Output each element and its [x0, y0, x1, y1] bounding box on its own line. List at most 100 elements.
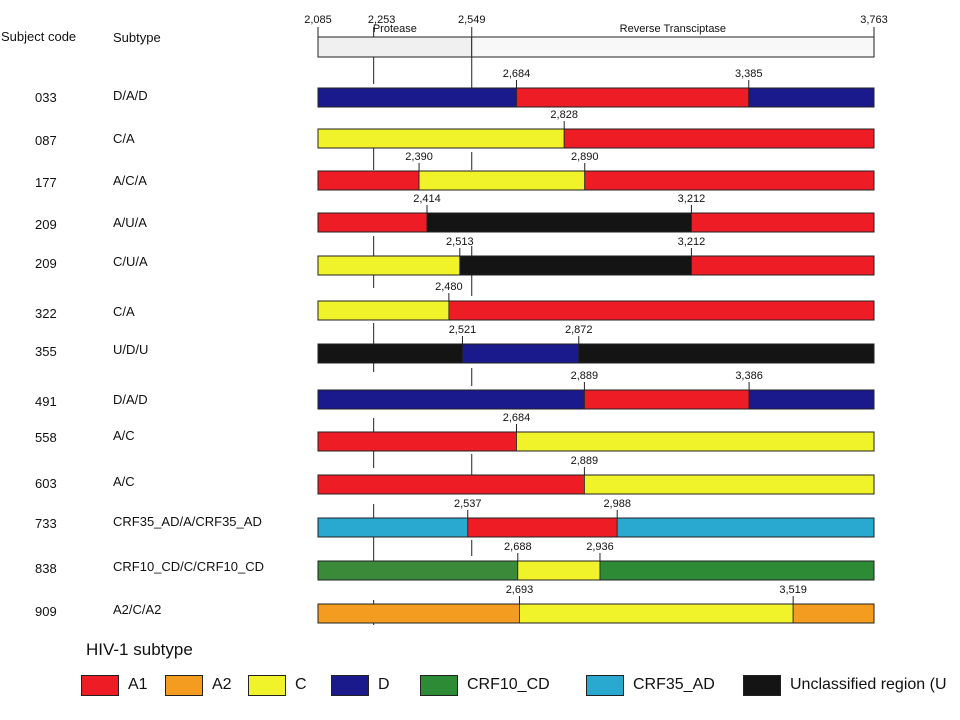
subject-bar-outline	[317, 517, 875, 538]
breakpoint-label: 2,889	[571, 370, 599, 382]
subtype-label: D/A/D	[113, 88, 148, 103]
subject-code: 033	[35, 90, 57, 105]
segment-a2	[792, 603, 875, 624]
legend-item-crf35_ad: CRF35_AD	[586, 674, 715, 696]
subject-bar-outline	[317, 603, 875, 624]
subject-code: 209	[35, 217, 57, 232]
subtype-label: A/U/A	[113, 215, 147, 230]
legend-title: HIV-1 subtype	[86, 640, 193, 659]
genome-tick-label: 2,085	[304, 14, 332, 26]
genome-tick-label: 2,253	[368, 14, 396, 26]
segment-a1	[448, 300, 875, 321]
segment-a1	[516, 87, 750, 108]
breakpoint-label: 2,828	[550, 109, 578, 121]
segment-d	[748, 389, 875, 410]
segment-d	[317, 389, 585, 410]
legend-item-a1: A1	[81, 674, 148, 696]
legend-swatch	[165, 674, 203, 696]
legend-swatch	[331, 674, 369, 696]
segment-c	[418, 170, 586, 191]
breakpoint-label: 3,212	[678, 236, 706, 248]
subject-code: 558	[35, 430, 57, 445]
segment-crf35_ad	[616, 517, 875, 538]
breakpoint-label: 3,519	[779, 584, 807, 596]
legend-swatch	[81, 674, 119, 696]
subject-bar-outline	[317, 212, 875, 233]
legend-label: CRF10_CD	[467, 676, 550, 693]
segment-u	[459, 255, 692, 276]
legend-label: D	[378, 676, 390, 693]
breakpoint-label: 2,988	[603, 498, 631, 510]
segment-a1	[467, 517, 618, 538]
segment-crf35_ad	[317, 517, 469, 538]
breakpoint-label: 2,390	[405, 151, 433, 163]
subtype-label: CRF35_AD/A/CRF35_AD	[113, 514, 262, 529]
segment-a1	[691, 212, 875, 233]
breakpoint-label: 2,521	[449, 324, 477, 336]
segment-u	[578, 343, 875, 364]
subtype-header: Subtype	[113, 30, 161, 45]
segment-c	[519, 603, 794, 624]
legend-item-u: Unclassified region (U	[743, 674, 947, 696]
subject-bar-outline	[317, 255, 875, 276]
subject-bar-outline	[317, 87, 875, 108]
segment-u	[317, 343, 463, 364]
subtype-label: D/A/D	[113, 392, 148, 407]
legend-label: CRF35_AD	[633, 676, 715, 693]
genome-tick-label: 2,549	[458, 14, 486, 26]
segment-a2	[317, 603, 520, 624]
genome-region-label: Protease	[373, 23, 417, 35]
subject-bar-outline	[317, 343, 875, 364]
legend-item-crf10_cd: CRF10_CD	[420, 674, 550, 696]
subject-bar-outline	[317, 474, 875, 495]
breakpoint-label: 3,386	[735, 370, 763, 382]
legend-label: C	[295, 676, 307, 693]
segment-c	[517, 560, 601, 581]
segment-c	[516, 431, 875, 452]
subtype-label: C/A	[113, 304, 135, 319]
subtype-label: A/C	[113, 428, 135, 443]
breakpoint-label: 2,684	[503, 68, 531, 80]
segment-a1	[584, 389, 750, 410]
subject-code: 491	[35, 394, 57, 409]
subject-code: 087	[35, 133, 57, 148]
segment-d	[748, 87, 875, 108]
genome-region-label: Reverse Transciptase	[620, 23, 726, 35]
segment-a1	[317, 431, 517, 452]
legend-swatch	[743, 674, 781, 696]
genome-region-bar	[317, 36, 473, 58]
breakpoint-label: 3,385	[735, 68, 763, 80]
subject-bar-outline	[317, 170, 875, 191]
legend-swatch	[586, 674, 624, 696]
genome-region-bar	[471, 36, 875, 58]
segment-c	[317, 128, 565, 149]
breakpoint-label: 2,890	[571, 151, 599, 163]
subtype-label: U/D/U	[113, 342, 148, 357]
segment-crf10_cd_dark	[317, 560, 519, 581]
legend-swatch	[248, 674, 286, 696]
subject-code: 603	[35, 476, 57, 491]
segment-d	[462, 343, 580, 364]
subject-code: 209	[35, 256, 57, 271]
subject-code-header: Subject code	[1, 29, 77, 44]
segment-c	[317, 300, 450, 321]
legend-label: Unclassified region (U	[790, 676, 947, 693]
segment-a1	[317, 170, 420, 191]
genome-tick-label: 3,763	[860, 14, 888, 26]
legend-swatch	[420, 674, 458, 696]
breakpoint-label: 2,889	[571, 455, 599, 467]
subject-bar-outline	[317, 560, 875, 581]
breakpoint-label: 2,936	[586, 541, 614, 553]
subject-bar-outline	[317, 431, 875, 452]
subtype-label: C/U/A	[113, 254, 148, 269]
subject-code: 909	[35, 604, 57, 619]
subject-bar-outline	[317, 128, 875, 149]
breakpoint-label: 3,212	[678, 193, 706, 205]
legend-item-a2: A2	[165, 674, 232, 696]
legend-label: A1	[128, 676, 148, 693]
breakpoint-label: 2,537	[454, 498, 482, 510]
subject-code: 322	[35, 306, 57, 321]
segment-a1	[584, 170, 875, 191]
breakpoint-label: 2,693	[506, 584, 534, 596]
